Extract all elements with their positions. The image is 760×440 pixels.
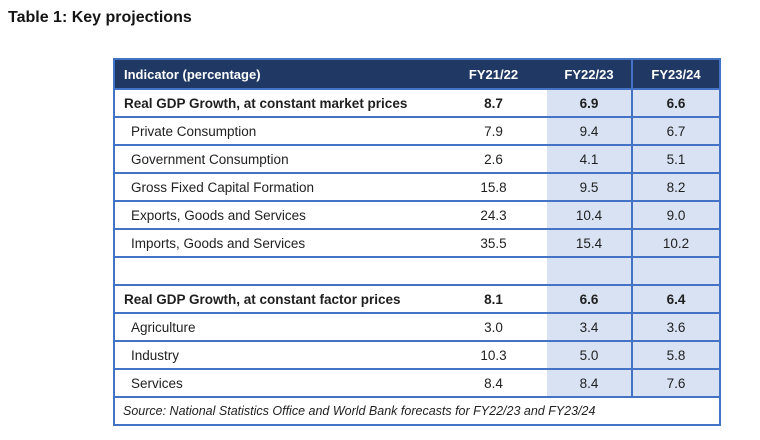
page-title: Table 1: Key projections [8,9,192,26]
row-value [547,256,632,285]
row-value: 3.0 [440,312,547,341]
row-value: 35.5 [440,228,547,257]
row-value: 6.6 [547,284,632,313]
row-label: Government Consumption [114,144,440,173]
column-header-indicator: Indicator (percentage) [114,59,440,89]
row-value: 24.3 [440,200,547,229]
row-label: Imports, Goods and Services [114,228,440,257]
row-label: Gross Fixed Capital Formation [114,172,440,201]
table-body: Real GDP Growth, at constant market pric… [114,88,720,425]
row-label: Agriculture [114,312,440,341]
row-value: 3.4 [547,312,632,341]
row-value: 4.1 [547,144,632,173]
row-value: 10.2 [631,228,720,257]
row-value [631,256,720,285]
row-value: 10.3 [440,340,547,369]
table-row: Gross Fixed Capital Formation 15.8 9.5 8.2 [114,172,720,201]
source-note: Source: National Statistics Office and W… [114,396,720,425]
table-row: Agriculture 3.0 3.4 3.6 [114,312,720,341]
spacer-row [114,256,720,285]
row-value [440,256,547,285]
table-row: Services 8.4 8.4 7.6 [114,368,720,397]
row-value: 6.7 [631,116,720,145]
table-row: Real GDP Growth, at constant market pric… [114,88,720,117]
row-label [114,256,440,285]
row-value: 9.5 [547,172,632,201]
table-row: Exports, Goods and Services 24.3 10.4 9.0 [114,200,720,229]
row-value: 7.6 [631,368,720,397]
row-value: 15.4 [547,228,632,257]
row-value: 2.6 [440,144,547,173]
row-value: 6.4 [631,284,720,313]
table-row: Industry 10.3 5.0 5.8 [114,340,720,369]
row-value: 10.4 [547,200,632,229]
row-value: 5.1 [631,144,720,173]
row-value: 9.4 [547,116,632,145]
table-header-row: Indicator (percentage) FY21/22 FY22/23 F… [114,59,720,89]
row-label: Industry [114,340,440,369]
table-row: Imports, Goods and Services 35.5 15.4 10.2 [114,228,720,257]
row-value: 5.0 [547,340,632,369]
column-header-fy2223: FY22/23 [547,59,632,89]
row-label: Real GDP Growth, at constant factor pric… [114,284,440,313]
row-label: Exports, Goods and Services [114,200,440,229]
row-label: Services [114,368,440,397]
row-label: Private Consumption [114,116,440,145]
row-value: 6.6 [631,88,720,117]
row-value: 8.4 [440,368,547,397]
column-header-fy2324: FY23/24 [631,59,720,89]
row-value: 15.8 [440,172,547,201]
table-row: Government Consumption 2.6 4.1 5.1 [114,144,720,173]
row-value: 8.1 [440,284,547,313]
table-row: Real GDP Growth, at constant factor pric… [114,284,720,313]
row-value: 8.4 [547,368,632,397]
row-value: 8.7 [440,88,547,117]
table-row: Private Consumption 7.9 9.4 6.7 [114,116,720,145]
row-value: 6.9 [547,88,632,117]
row-value: 5.8 [631,340,720,369]
projections-table: Indicator (percentage) FY21/22 FY22/23 F… [113,58,721,426]
source-row: Source: National Statistics Office and W… [114,396,720,425]
row-label: Real GDP Growth, at constant market pric… [114,88,440,117]
key-projections-table: Indicator (percentage) FY21/22 FY22/23 F… [113,58,721,426]
row-value: 7.9 [440,116,547,145]
row-value: 8.2 [631,172,720,201]
row-value: 9.0 [631,200,720,229]
row-value: 3.6 [631,312,720,341]
column-header-fy2122: FY21/22 [440,59,547,89]
